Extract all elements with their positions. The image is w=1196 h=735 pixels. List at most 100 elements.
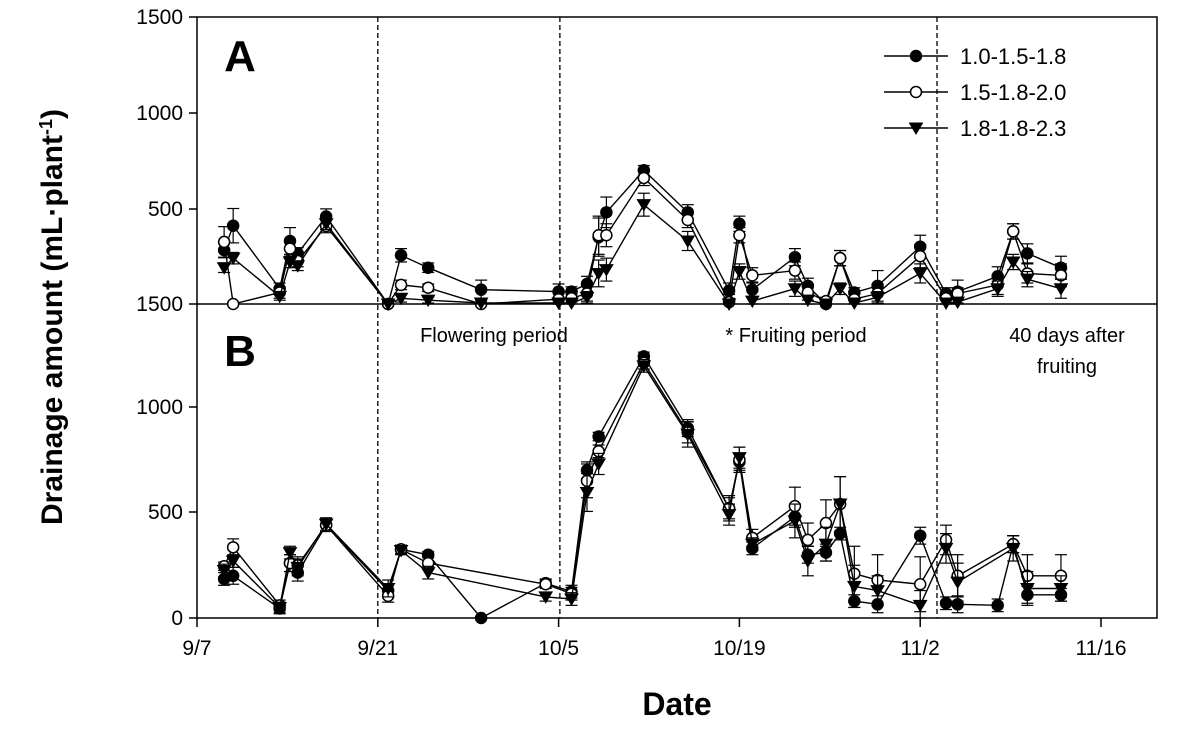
data-point-b-0 bbox=[474, 611, 488, 625]
data-point-a-1 bbox=[283, 242, 297, 255]
x-tick-label: 11/2 bbox=[901, 637, 940, 660]
data-point-a-2 bbox=[832, 283, 848, 296]
legend-label: 1.5-1.8-2.0 bbox=[960, 80, 1066, 105]
data-point-b-2 bbox=[818, 538, 834, 552]
data-point-b-1 bbox=[226, 541, 240, 554]
data-point-a-2 bbox=[380, 298, 396, 311]
data-point-b-2 bbox=[564, 593, 579, 606]
legend-marker bbox=[909, 85, 923, 99]
data-point-a-2 bbox=[721, 298, 737, 311]
data-point-a-1 bbox=[421, 281, 435, 295]
data-point-a-2 bbox=[393, 292, 409, 306]
data-point-a-1 bbox=[788, 264, 802, 277]
data-point-a-2 bbox=[591, 267, 607, 281]
data-point-b-2 bbox=[870, 585, 885, 598]
data-point-b-2 bbox=[318, 518, 334, 532]
data-point-a-2 bbox=[680, 235, 696, 248]
data-point-b-2 bbox=[1005, 542, 1021, 556]
data-point-a-0 bbox=[788, 250, 802, 264]
data-point-b-0 bbox=[913, 529, 927, 542]
data-point-a-2 bbox=[272, 290, 288, 304]
data-point-b-2 bbox=[393, 544, 409, 558]
period-label-flowering: Flowering period bbox=[420, 325, 568, 347]
data-point-b-2 bbox=[721, 509, 737, 522]
y-tick-label-b: 0 bbox=[171, 607, 183, 630]
data-point-a-2 bbox=[290, 260, 306, 273]
data-point-a-2 bbox=[579, 291, 595, 305]
data-point-a-2 bbox=[990, 283, 1006, 296]
data-point-a-1 bbox=[600, 228, 613, 242]
x-tick-label: 10/19 bbox=[713, 637, 766, 660]
data-point-b-2 bbox=[912, 599, 928, 613]
data-point-b-2 bbox=[787, 515, 803, 528]
data-point-b-2 bbox=[846, 580, 862, 594]
series-line-a-2 bbox=[223, 203, 1062, 306]
data-point-a-2 bbox=[1005, 256, 1021, 269]
panel-letter-a: A bbox=[224, 32, 256, 81]
data-point-b-1 bbox=[913, 577, 927, 591]
y-tick-label-b: 1000 bbox=[136, 396, 183, 419]
data-point-a-0 bbox=[226, 219, 240, 232]
data-point-b-2 bbox=[282, 547, 298, 560]
data-point-a-1 bbox=[681, 213, 694, 227]
y-tick-label-a: 500 bbox=[148, 198, 183, 221]
data-point-a-1 bbox=[217, 235, 231, 249]
data-point-a-2 bbox=[318, 218, 334, 231]
panel-letter-b: B bbox=[224, 327, 256, 376]
x-tick-label: 11/16 bbox=[1076, 637, 1127, 660]
data-point-a-1 bbox=[746, 269, 759, 282]
data-point-a-2 bbox=[950, 296, 966, 310]
series-line-b-1 bbox=[223, 361, 1061, 607]
data-point-b-2 bbox=[680, 428, 696, 442]
data-point-b-2 bbox=[950, 576, 966, 590]
data-point-a-0 bbox=[474, 283, 488, 296]
legend-label: 1.0-1.5-1.8 bbox=[960, 44, 1066, 69]
data-point-a-2 bbox=[225, 252, 241, 266]
y-tick-label-b: 500 bbox=[148, 501, 183, 524]
legend-marker bbox=[909, 49, 923, 63]
series-line-a-0 bbox=[223, 169, 1062, 306]
series-line-b-2 bbox=[223, 364, 1061, 609]
data-point-b-2 bbox=[938, 542, 954, 556]
y-axis-title-close: ) bbox=[36, 109, 69, 119]
data-point-a-2 bbox=[1020, 273, 1035, 287]
data-point-a-1 bbox=[394, 278, 408, 292]
data-point-a-2 bbox=[473, 297, 489, 311]
data-point-a-2 bbox=[551, 297, 566, 311]
data-point-b-2 bbox=[591, 458, 607, 471]
period-label-after-line1: 40 days after bbox=[1009, 325, 1125, 347]
data-point-a-0 bbox=[421, 261, 435, 274]
data-point-a-2 bbox=[636, 199, 652, 212]
y-tick-label-a: 1000 bbox=[136, 102, 183, 125]
data-point-a-0 bbox=[600, 206, 613, 219]
data-point-b-2 bbox=[225, 555, 241, 569]
y-tick-label-a: 1500 bbox=[136, 293, 183, 316]
data-point-b-0 bbox=[226, 569, 240, 583]
y-axis-title-superscript: -1 bbox=[36, 119, 56, 135]
data-point-b-1 bbox=[801, 533, 815, 547]
data-point-a-1 bbox=[1006, 225, 1020, 238]
legend-label: 1.8-1.8-2.3 bbox=[960, 116, 1066, 141]
data-point-a-2 bbox=[846, 297, 862, 311]
x-tick-label: 10/5 bbox=[538, 637, 579, 660]
data-point-b-2 bbox=[216, 565, 232, 578]
data-point-a-2 bbox=[420, 294, 436, 308]
data-point-a-2 bbox=[216, 262, 232, 275]
data-point-a-0 bbox=[394, 249, 408, 262]
data-point-a-2 bbox=[800, 294, 816, 308]
data-point-b-2 bbox=[732, 452, 747, 465]
data-point-a-1 bbox=[637, 171, 651, 185]
series-line-b-0 bbox=[223, 355, 1061, 619]
data-point-a-1 bbox=[913, 250, 927, 263]
y-tick-label-a: 1500 bbox=[136, 6, 183, 29]
y-axis-title: Drainage amount (mL·plant-1) bbox=[36, 109, 69, 525]
data-point-a-0 bbox=[1021, 247, 1034, 260]
data-point-a-1 bbox=[833, 251, 847, 265]
data-point-a-2 bbox=[912, 267, 928, 281]
data-point-b-2 bbox=[1020, 582, 1035, 596]
plot-frame bbox=[196, 16, 1158, 619]
data-point-a-2 bbox=[732, 266, 747, 279]
data-point-a-2 bbox=[599, 264, 614, 277]
data-point-b-2 bbox=[800, 555, 816, 569]
data-point-b-2 bbox=[832, 498, 848, 512]
